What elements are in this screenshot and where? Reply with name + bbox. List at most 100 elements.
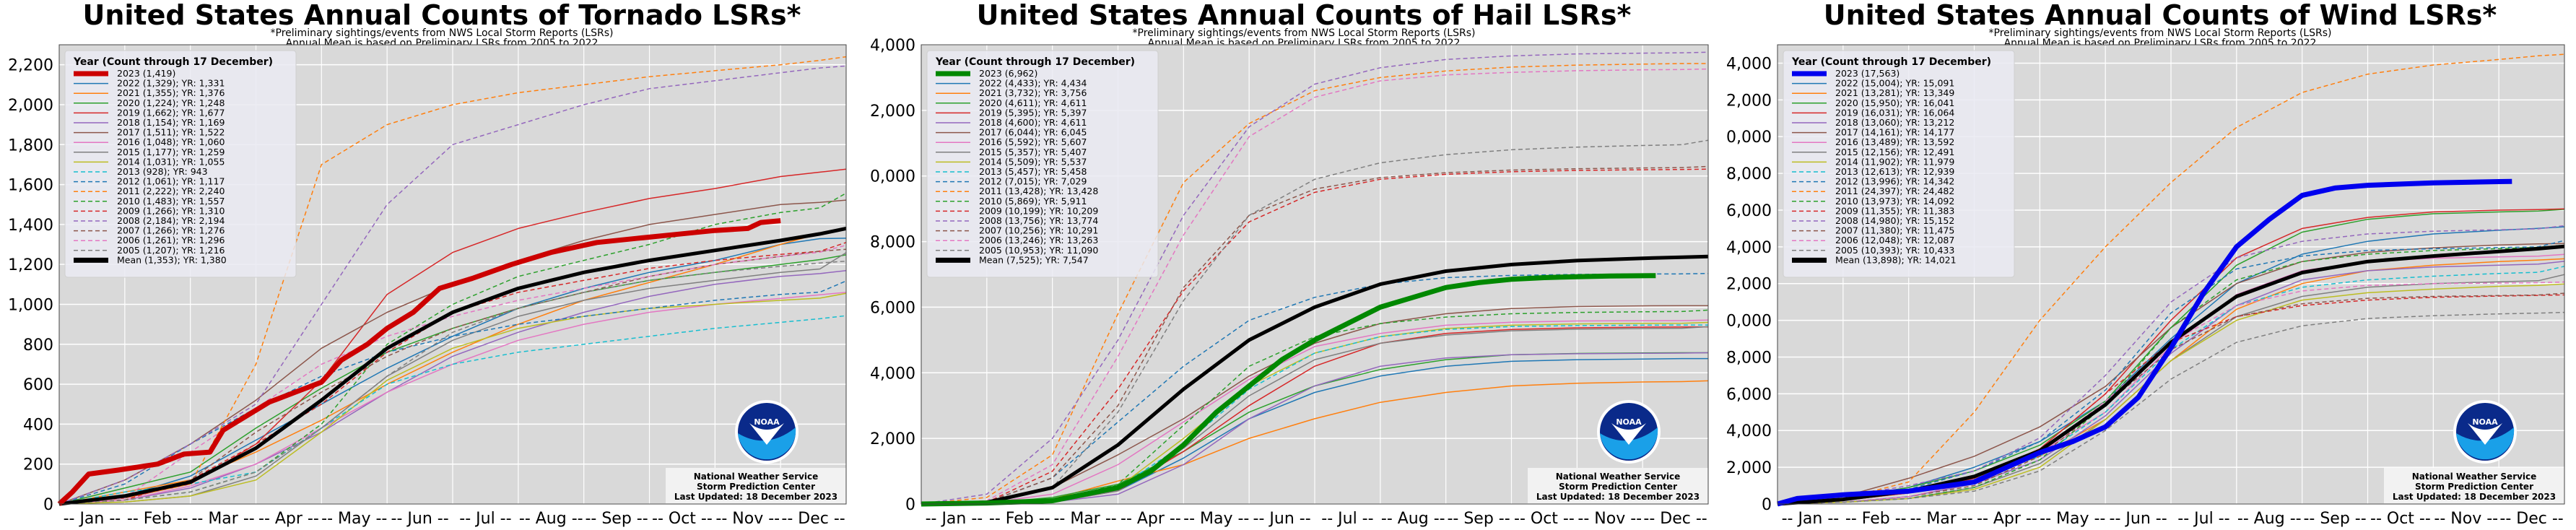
y-tick-label: 14,000: [871, 37, 915, 55]
x-tick-label: -- Feb --: [1845, 510, 1907, 528]
x-tick-label: -- May --: [321, 510, 387, 528]
x-tick-label: -- Oct --: [1514, 510, 1575, 528]
footer-box: [1528, 468, 1708, 504]
y-tick-label: 12,000: [871, 103, 915, 121]
legend-entry: 2007 (11,380); YR: 11,475: [1835, 225, 1954, 236]
series-line: [1777, 266, 2565, 505]
tornado-chart-panel: United States Annual Counts of Tornado L…: [9, 0, 861, 530]
y-tick-label: 18,000: [1727, 165, 1772, 183]
legend-entry: 2016 (5,592); YR: 5,607: [979, 136, 1087, 147]
legend-entry: 2022 (4,433); YR: 4,434: [979, 78, 1087, 89]
hail-chart-panel: United States Annual Counts of Hail LSRs…: [871, 0, 1723, 530]
legend-entry: Mean (7,525); YR: 7,547: [979, 254, 1089, 265]
series-line: [57, 218, 781, 506]
legend-entry: 2013 (5,457); YR: 5,458: [979, 166, 1087, 177]
chart-subtitle: *Preliminary sightings/events from NWS L…: [1133, 27, 1476, 39]
x-tick-label: -- Nov --: [1578, 510, 1642, 528]
y-tick-label: 2,000: [9, 97, 53, 115]
legend-entry: 2020 (15,950); YR: 16,041: [1835, 97, 1954, 108]
footer-line: National Weather Service: [694, 472, 819, 482]
x-tick-label: -- Mar --: [191, 510, 254, 528]
series-line: [1777, 226, 2565, 505]
x-tick-label: -- Aug --: [519, 510, 583, 528]
series-line: [58, 315, 847, 505]
series-line: [58, 280, 847, 505]
series-line: [921, 273, 1656, 507]
series-line: [1777, 225, 2565, 505]
y-tick-label: 14,000: [1727, 239, 1772, 257]
y-tick-label: 1,200: [9, 256, 53, 274]
y-tick-label: 200: [23, 456, 53, 474]
x-tick-label: -- Jul --: [2177, 510, 2229, 528]
logo-gull: [2468, 423, 2502, 445]
series-line: [921, 309, 1709, 505]
chart-title: United States Annual Counts of Hail LSRs…: [977, 0, 1632, 31]
y-tick-label: 800: [23, 336, 53, 355]
y-tick-label: 10,000: [871, 168, 915, 186]
x-tick-label: -- Dec --: [781, 510, 845, 528]
legend-entry: 2012 (1,061); YR: 1,117: [117, 176, 225, 187]
series-line: [58, 226, 847, 506]
legend-entry: 2017 (1,511); YR: 1,522: [117, 127, 225, 138]
legend: Year (Count through 17 December)2023 (1,…: [64, 50, 297, 278]
legend-entry: 2015 (5,357); YR: 5,407: [979, 147, 1087, 157]
legend-entry: 2006 (12,048); YR: 12,087: [1835, 235, 1954, 246]
y-tick-label: 12,000: [1727, 276, 1772, 294]
y-tick-label: 2,000: [1727, 459, 1772, 477]
legend-entry: 2023 (1,419): [117, 68, 175, 79]
legend-entry: 2012 (13,996); YR: 14,342: [1835, 176, 1954, 187]
footer-line: National Weather Service: [2412, 472, 2537, 482]
x-tick-label: -- Feb --: [127, 510, 188, 528]
legend-entry: 2022 (1,329); YR: 1,331: [117, 78, 225, 89]
legend: Year (Count through 17 December)2023 (6,…: [926, 50, 1159, 278]
y-tick-label: 0: [905, 496, 915, 514]
legend-entry: 2006 (13,246); YR: 13,263: [979, 235, 1098, 246]
series-line: [58, 65, 847, 505]
series-line: [58, 252, 847, 505]
series-line: [921, 324, 1708, 505]
y-tick-label: 10,000: [1727, 313, 1772, 331]
legend-entry: 2012 (7,015); YR: 7,029: [979, 176, 1087, 187]
y-tick-label: 8,000: [871, 234, 915, 252]
legend-entry: 2013 (928); YR: 943: [117, 166, 208, 177]
series-line: [1777, 261, 2565, 505]
x-tick-label: -- Oct --: [2370, 510, 2431, 528]
legend-entry: 2018 (4,600); YR: 4,611: [979, 117, 1087, 128]
chart-svg: United States Annual Counts of Wind LSRs…: [1727, 0, 2565, 528]
legend-entry: 2006 (1,261); YR: 1,296: [117, 235, 225, 246]
series-line: [1777, 311, 2565, 505]
y-tick-label: 1,600: [9, 177, 53, 195]
footer-line: National Weather Service: [1556, 472, 1681, 482]
x-tick-label: -- Jul --: [1321, 510, 1373, 528]
y-tick-label: 4,000: [1727, 422, 1772, 440]
legend-entry: 2020 (4,611); YR: 4,611: [979, 97, 1087, 108]
x-tick-label: -- Nov --: [2434, 510, 2498, 528]
legend-entry: 2007 (10,256); YR: 10,291: [979, 225, 1098, 236]
legend-entry: 2010 (1,483); YR: 1,557: [117, 196, 225, 207]
legend-entry: 2009 (10,199); YR: 10,209: [979, 205, 1098, 216]
legend-title: Year (Count through 17 December): [935, 56, 1135, 68]
series-line: [1777, 283, 2565, 505]
series-line: [58, 292, 847, 505]
legend-entry: 2023 (17,563): [1835, 68, 1900, 79]
x-tick-label: -- Jun --: [2110, 510, 2167, 528]
legend-entry: 2014 (11,902); YR: 11,979: [1835, 156, 1954, 167]
noaa-logo: NOAA: [1597, 400, 1661, 464]
legend-entry: 2016 (13,489); YR: 13,592: [1835, 136, 1954, 147]
legend-title: Year (Count through 17 December): [1791, 56, 1991, 68]
x-tick-label: -- May --: [2040, 510, 2105, 528]
y-tick-label: 22,000: [1727, 92, 1772, 110]
legend-entry: 2014 (1,031); YR: 1,055: [117, 156, 225, 167]
chart-title: United States Annual Counts of Tornado L…: [83, 0, 801, 31]
noaa-logo: NOAA: [735, 400, 799, 464]
x-tick-label: -- Jul --: [459, 510, 511, 528]
y-tick-label: 2,200: [9, 57, 53, 75]
x-tick-label: -- Mar --: [1910, 510, 1972, 528]
legend-entry: 2021 (13,281); YR: 13,349: [1835, 87, 1954, 98]
series-line: [1777, 53, 2565, 505]
x-tick-label: -- Jan --: [1782, 510, 1840, 528]
legend-entry: 2022 (15,004); YR: 15,091: [1835, 78, 1954, 89]
x-tick-label: -- Jun --: [391, 510, 449, 528]
legend-entry: 2005 (10,393); YR: 10,433: [1835, 245, 1954, 256]
logo-text: NOAA: [1616, 417, 1642, 427]
